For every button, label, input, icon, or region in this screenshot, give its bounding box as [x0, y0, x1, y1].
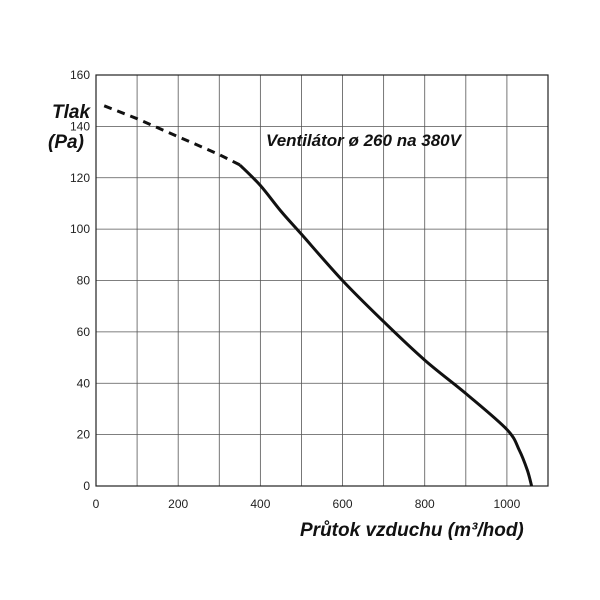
- y-tick-label: 80: [77, 274, 91, 288]
- x-tick-label: 800: [415, 497, 435, 511]
- y-tick-label: 40: [77, 376, 91, 390]
- series-line-solid: [238, 163, 534, 487]
- y-tick-label: 100: [70, 222, 90, 236]
- x-tick-label: 600: [333, 497, 353, 511]
- chart-title: Ventilátor ø 260 na 380V: [266, 131, 463, 150]
- y-tick-label: 120: [70, 171, 90, 185]
- x-tick-label: 0: [93, 497, 100, 511]
- series-line-dashed: [103, 104, 241, 167]
- series: [103, 104, 534, 487]
- x-tick-label: 1000: [494, 497, 521, 511]
- tick-labels: 0 20 40 60 80 100 120 140 160 0 200 400 600 800 1000: [70, 68, 521, 511]
- y-axis-title-line-2: (Pa): [48, 132, 84, 153]
- y-tick-label: 160: [70, 68, 90, 82]
- x-tick-label: 200: [168, 497, 188, 511]
- x-tick-label: 400: [250, 497, 270, 511]
- x-axis-title: Průtok vzduchu (m³/hod): [300, 520, 524, 541]
- y-axis-title-line-1: Tlak: [52, 102, 91, 123]
- y-tick-label: 20: [77, 428, 91, 442]
- plot-frame: [95, 74, 549, 487]
- y-tick-label: 60: [77, 325, 91, 339]
- y-tick-label: 0: [83, 479, 90, 493]
- y-tick-label: 140: [70, 119, 90, 133]
